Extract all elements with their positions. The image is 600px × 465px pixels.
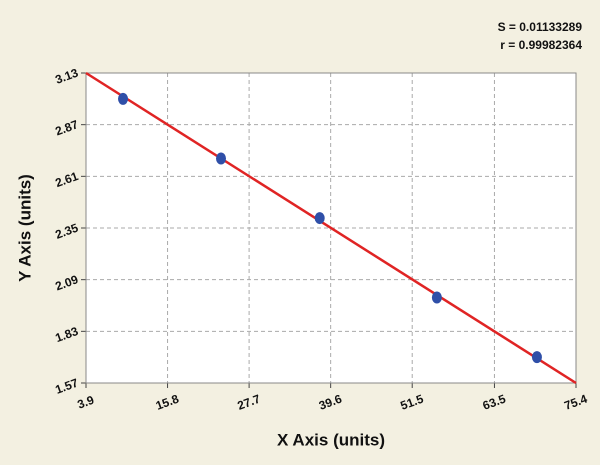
data-point: [314, 212, 325, 225]
y-axis-label: Y Axis (units): [15, 174, 34, 282]
data-point: [216, 152, 227, 165]
data-point: [431, 291, 442, 304]
annotation: r = 0.99982364: [500, 38, 582, 52]
data-point: [118, 92, 129, 105]
fit-line: [85, 71, 577, 385]
plot-border: [85, 72, 577, 384]
data-point: [531, 351, 542, 364]
x-axis-label: X Axis (units): [277, 430, 385, 449]
annotation: S = 0.01133289: [498, 20, 583, 34]
x-tick-label: 3.9: [75, 393, 96, 412]
